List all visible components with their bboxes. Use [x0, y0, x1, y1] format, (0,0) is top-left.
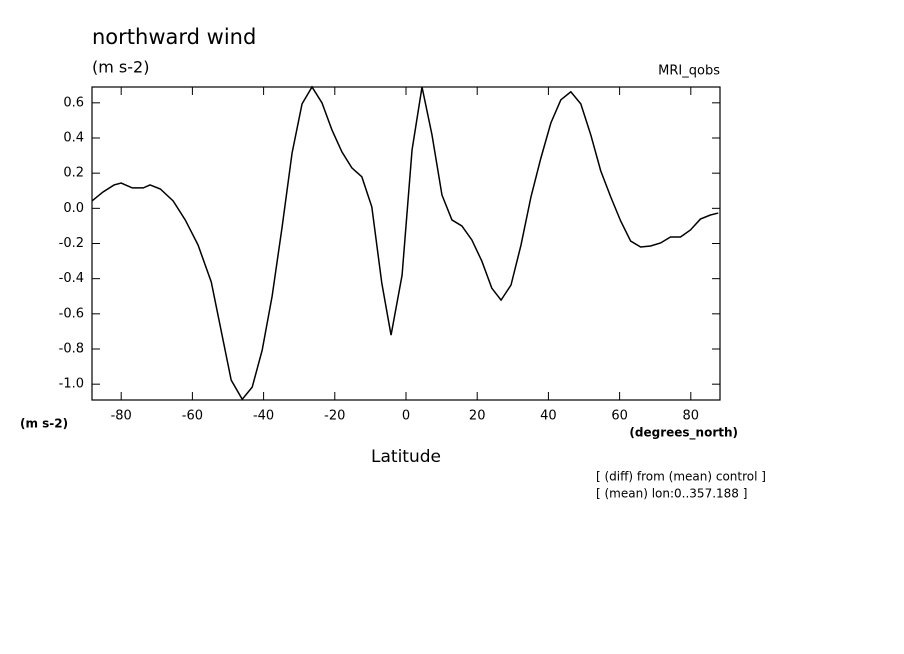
- y-tick-label: 0.6: [63, 95, 84, 110]
- data-line: [91, 85, 719, 401]
- chart-title: northward wind: [92, 25, 256, 49]
- x-tick-label: 20: [469, 409, 486, 424]
- note: [ (mean) lon:0..357.188 ]: [596, 487, 747, 501]
- x-tick-label: -60: [182, 409, 203, 424]
- x-axis-title: Latitude: [371, 447, 441, 467]
- x-tick-label: 60: [611, 409, 628, 424]
- plot-frame: [91, 86, 721, 401]
- y-tick-label: 0.2: [63, 166, 84, 181]
- model-label: MRI_qobs: [658, 64, 720, 79]
- y-unit: (m s-2): [92, 58, 149, 77]
- x-tick-label: -20: [324, 409, 345, 424]
- y-tick-label: 0.0: [63, 201, 84, 216]
- note: [ (diff) from (mean) control ]: [596, 470, 766, 484]
- y-tick-label: 0.4: [63, 130, 84, 145]
- x-tick-label: -80: [111, 409, 132, 424]
- x-unit: (degrees_north): [629, 426, 738, 441]
- y-axis-label: (m s-2): [20, 417, 68, 431]
- y-tick-label: -0.2: [59, 236, 84, 251]
- x-tick-label: 80: [683, 409, 700, 424]
- x-tick-label: 40: [540, 409, 557, 424]
- y-tick-label: -1.0: [59, 377, 84, 392]
- y-tick-label: -0.8: [59, 342, 84, 357]
- y-tick-label: -0.6: [59, 306, 84, 321]
- y-tick-label: -0.4: [59, 271, 84, 286]
- x-tick-label: 0: [402, 409, 410, 424]
- x-tick-label: -40: [253, 409, 274, 424]
